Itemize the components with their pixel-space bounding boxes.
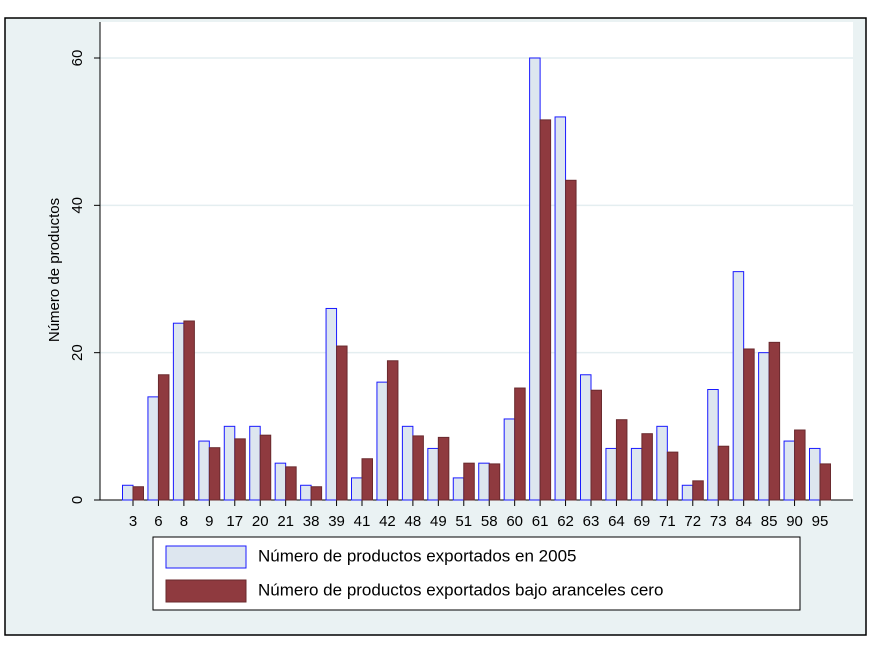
bar	[427, 447, 439, 501]
bar	[743, 348, 755, 501]
bar	[732, 271, 745, 501]
x-tick-label: 95	[812, 513, 829, 530]
x-tick-label: 39	[328, 513, 345, 530]
bar	[717, 445, 730, 501]
y-tick-label: 0	[69, 496, 86, 504]
bar	[692, 480, 704, 501]
x-tick-label: 38	[303, 513, 320, 530]
bar	[580, 374, 592, 501]
x-tick-label: 21	[277, 513, 294, 530]
x-tick-label: 8	[180, 513, 188, 530]
bar	[783, 440, 796, 501]
x-tick-label: 51	[455, 513, 472, 530]
bar	[666, 451, 679, 501]
x-tick-label: 49	[430, 513, 447, 530]
bar	[590, 389, 602, 501]
x-tick-label: 72	[684, 513, 701, 530]
legend-label: Número de productos exportados bajo aran…	[258, 580, 663, 599]
x-tick-label: 85	[761, 513, 778, 530]
x-tick-label: 71	[659, 513, 676, 530]
bar	[656, 425, 668, 501]
bar	[208, 447, 221, 501]
bar	[514, 387, 526, 501]
bar	[539, 119, 552, 501]
x-tick-label: 58	[481, 513, 498, 530]
x-tick-label: 63	[583, 513, 600, 530]
bar	[310, 486, 323, 501]
x-tick-label: 61	[532, 513, 549, 530]
bar	[325, 307, 338, 501]
bar	[605, 447, 617, 501]
x-tick-label: 84	[735, 513, 752, 530]
bar	[401, 425, 414, 501]
bar	[809, 447, 821, 501]
bar	[707, 389, 719, 501]
bar	[376, 381, 388, 501]
x-tick-label: 48	[405, 513, 422, 530]
bar	[630, 447, 643, 501]
x-tick-label: 6	[154, 513, 162, 530]
bar	[183, 320, 195, 501]
legend-swatch	[165, 545, 247, 569]
bar	[172, 322, 185, 501]
bar	[132, 486, 144, 501]
bar	[157, 374, 170, 501]
bar	[554, 116, 567, 501]
bar	[503, 418, 516, 501]
bar	[478, 462, 490, 501]
plot-area	[100, 22, 853, 500]
y-tick-label: 40	[69, 197, 86, 214]
bar	[412, 435, 424, 501]
bar	[361, 458, 373, 501]
bar	[336, 345, 348, 501]
bar	[681, 484, 694, 501]
x-tick-label: 17	[226, 513, 243, 530]
y-tick-label: 60	[69, 50, 86, 67]
x-tick-label: 41	[354, 513, 371, 530]
x-tick-label: 20	[252, 513, 269, 530]
bar	[198, 440, 210, 501]
legend	[152, 536, 801, 611]
legend-label: Número de productos exportados en 2005	[258, 546, 576, 565]
x-tick-label: 3	[129, 513, 137, 530]
bar	[488, 463, 501, 501]
bar	[122, 484, 134, 501]
bar	[249, 425, 261, 501]
bar	[351, 477, 363, 501]
bar	[274, 462, 287, 501]
bar	[300, 484, 312, 501]
bar	[529, 57, 541, 501]
bar	[463, 462, 475, 501]
x-tick-label: 60	[506, 513, 523, 530]
x-tick-label: 90	[786, 513, 803, 530]
bar	[285, 466, 297, 501]
bar	[758, 352, 770, 501]
x-tick-label: 62	[557, 513, 574, 530]
bar	[615, 419, 628, 501]
bar	[259, 434, 272, 501]
bar	[223, 425, 236, 501]
bar	[437, 436, 450, 501]
bar	[794, 429, 806, 501]
x-tick-label: 64	[608, 513, 625, 530]
bar	[386, 360, 399, 501]
bar	[819, 463, 831, 501]
x-tick-label: 9	[205, 513, 213, 530]
bar	[147, 396, 159, 501]
y-tick-label: 20	[69, 344, 86, 361]
x-tick-label: 69	[634, 513, 651, 530]
bar	[234, 438, 246, 501]
bar	[768, 341, 781, 501]
bar	[452, 477, 465, 501]
y-axis-label: Número de productos	[46, 198, 63, 342]
bar	[641, 433, 653, 501]
x-tick-label: 42	[379, 513, 396, 530]
bar	[565, 179, 577, 501]
legend-swatch	[165, 579, 247, 603]
x-tick-label: 73	[710, 513, 727, 530]
